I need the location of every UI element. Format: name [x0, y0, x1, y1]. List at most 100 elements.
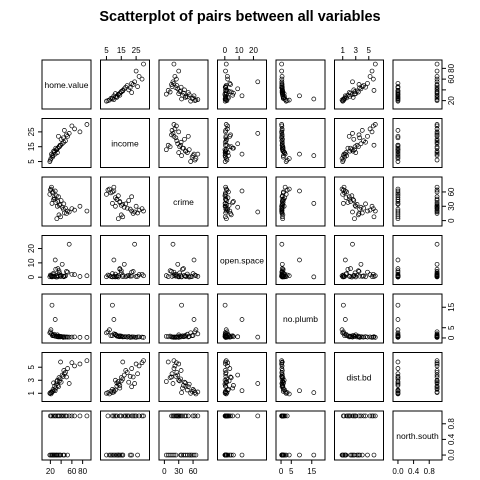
- data-point: [434, 83, 440, 88]
- data-point: [434, 368, 440, 373]
- data-point: [228, 82, 233, 87]
- data-point: [132, 241, 137, 247]
- data-point: [239, 93, 245, 99]
- data-point: [114, 413, 120, 419]
- data-point: [279, 261, 285, 267]
- data-point: [342, 154, 348, 160]
- data-point: [434, 150, 440, 155]
- panel-frame: [158, 235, 209, 285]
- data-point: [341, 96, 346, 102]
- data-point: [64, 269, 69, 274]
- data-point: [341, 452, 346, 458]
- data-point: [346, 194, 352, 200]
- data-point: [230, 385, 236, 391]
- data-point: [139, 206, 145, 212]
- data-point: [169, 84, 175, 90]
- data-point: [225, 74, 230, 79]
- data-point: [172, 363, 178, 369]
- data-point: [110, 201, 115, 206]
- data-point: [223, 186, 229, 192]
- data-point: [395, 274, 401, 279]
- data-point: [395, 327, 401, 333]
- data-point: [365, 81, 370, 86]
- data-point: [279, 413, 285, 419]
- data-point: [434, 273, 440, 279]
- data-point: [279, 452, 285, 458]
- top-axis-open.space: 0 10 20: [223, 46, 258, 60]
- data-point: [228, 212, 234, 218]
- data-point: [311, 153, 317, 158]
- data-point: [129, 366, 135, 371]
- data-point: [395, 154, 401, 160]
- data-point: [115, 273, 121, 278]
- data-point: [279, 274, 285, 279]
- data-point: [434, 157, 440, 163]
- data-point: [281, 95, 287, 100]
- data-point: [223, 359, 228, 365]
- panel-frame: [41, 235, 92, 285]
- data-point: [356, 82, 362, 87]
- tick-label: 0.4: [447, 433, 456, 445]
- data-point: [351, 136, 357, 142]
- data-point: [395, 95, 401, 100]
- data-point: [235, 141, 241, 147]
- data-point: [434, 126, 440, 132]
- data-point: [72, 334, 77, 340]
- data-point: [132, 209, 137, 215]
- data-point: [132, 334, 137, 340]
- data-point: [225, 413, 230, 419]
- panel-frame: [334, 118, 384, 168]
- panel-frame: [158, 176, 209, 227]
- data-point: [223, 371, 229, 377]
- data-point: [223, 95, 229, 100]
- data-point: [228, 89, 234, 95]
- data-point: [395, 214, 401, 220]
- data-point: [395, 150, 401, 155]
- data-point: [339, 273, 345, 279]
- data-point: [191, 93, 197, 99]
- data-point: [434, 184, 440, 190]
- data-point: [286, 97, 292, 103]
- data-point: [120, 274, 126, 279]
- data-point: [58, 274, 63, 279]
- data-point: [280, 147, 286, 153]
- data-point: [139, 413, 145, 419]
- data-point: [117, 383, 123, 388]
- panel-frame: [41, 59, 92, 110]
- data-point: [171, 122, 177, 127]
- data-point: [395, 142, 401, 148]
- data-point: [169, 371, 175, 377]
- data-point: [239, 151, 245, 157]
- data-point: [57, 413, 62, 419]
- data-point: [434, 360, 440, 366]
- data-point: [48, 156, 54, 161]
- data-point: [434, 122, 440, 127]
- data-point: [346, 133, 352, 139]
- left-axis-income: 5 15 25: [27, 127, 42, 164]
- data-point: [434, 194, 440, 200]
- panel-home.value-vs-no.plumb: [275, 59, 326, 110]
- panel-north.south-vs-crime: [158, 410, 209, 461]
- data-point: [113, 377, 118, 383]
- data-point: [395, 96, 401, 102]
- data-point: [282, 184, 288, 190]
- panel-home.value-vs-home.value: home.value: [41, 59, 92, 110]
- data-point: [350, 148, 356, 154]
- data-point: [354, 202, 360, 207]
- data-point: [182, 379, 187, 385]
- data-point: [61, 371, 67, 377]
- data-point: [239, 388, 245, 394]
- data-point: [177, 270, 183, 276]
- data-point: [365, 133, 370, 139]
- data-point: [231, 199, 236, 204]
- data-point: [434, 153, 440, 158]
- tick-label: 5: [289, 467, 294, 476]
- data-point: [349, 274, 355, 280]
- data-point: [434, 141, 440, 147]
- panel-frame: [158, 410, 209, 461]
- data-point: [141, 334, 146, 340]
- data-point: [395, 151, 401, 157]
- data-point: [176, 68, 182, 74]
- data-point: [121, 261, 127, 267]
- data-point: [72, 207, 77, 213]
